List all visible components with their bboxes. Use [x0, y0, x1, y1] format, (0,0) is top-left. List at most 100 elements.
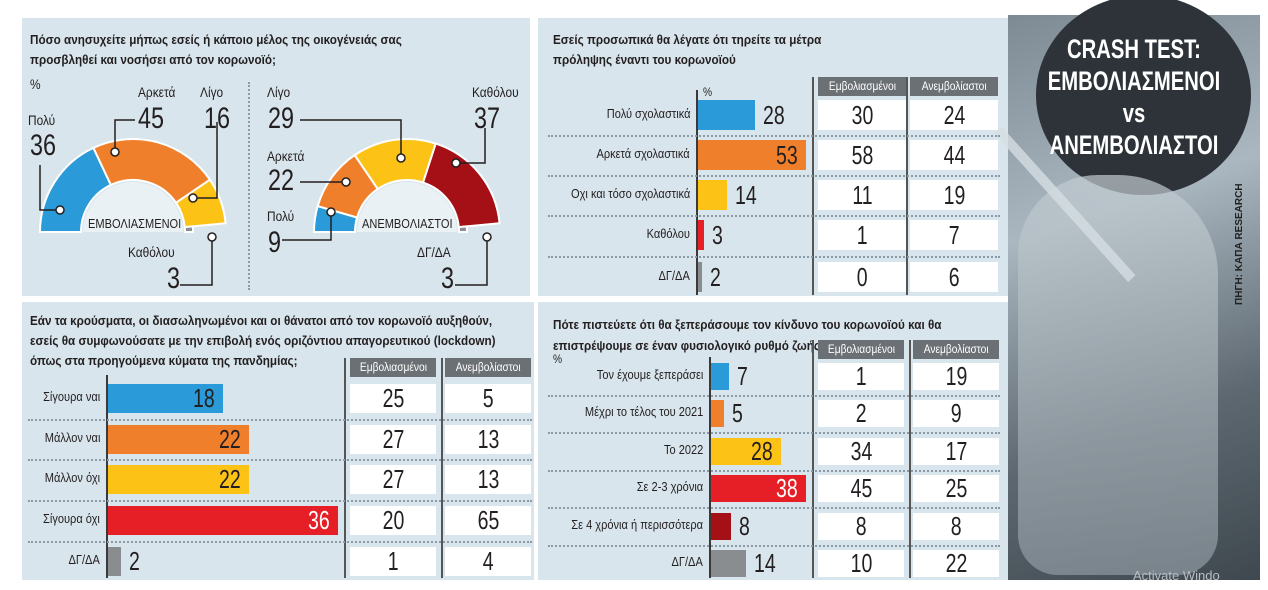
column-header-label: Ανεμβολίαστοι	[455, 360, 521, 374]
cover-photo: CRASH TEST: ΕΜΒΟΛΙΑΣΜΕΝΟΙ vs ΑΝΕΜΒΟΛΙΑΣΤ…	[994, 0, 1260, 580]
leader-line	[114, 119, 135, 152]
row-divider	[548, 432, 1000, 434]
chart-title: Πόσο ανησυχείτε μήπως εσείς ή κάποιο μέλ…	[30, 32, 402, 67]
cell-value: 13	[477, 463, 499, 494]
row-label: Τον έχουμε ξεπεράσει	[596, 367, 703, 382]
column-header: Ανεμβολίαστοι	[445, 358, 531, 377]
unvaccinated-cell: 4	[445, 546, 531, 576]
gauge1-label: Αρκετά	[138, 84, 176, 100]
column-divider	[344, 358, 346, 578]
unvaccinated-cell: 6	[910, 262, 998, 292]
bar-value: 14	[734, 180, 757, 210]
column-divider	[441, 358, 443, 578]
cell-value: 24	[943, 100, 965, 130]
unvaccinated-cell: 19	[913, 360, 999, 391]
bar-value: 22	[218, 464, 241, 494]
cell-value: 7	[948, 220, 960, 250]
bar-value: 28	[763, 100, 785, 130]
bar-value: 2	[128, 546, 140, 576]
gauge2-value: 29	[268, 102, 295, 135]
cover-line: CRASH TEST:	[1067, 34, 1201, 64]
bar	[108, 546, 121, 576]
column-header: Εμβολιασμένοι	[818, 340, 904, 359]
row-divider	[548, 215, 1000, 217]
cell-value: 13	[477, 423, 499, 454]
row-divider	[548, 394, 1000, 397]
vaccinated-cell: 0	[818, 262, 906, 292]
row-divider	[548, 256, 1000, 258]
vaccinated-cell: 27	[350, 424, 436, 454]
gauge2-label: Καθόλου	[472, 84, 519, 100]
gauge2-label: ΔΓ/ΔΑ	[417, 244, 451, 260]
row-divider	[548, 469, 1000, 472]
leader-dot	[396, 153, 406, 163]
row-label: Σε 4 χρόνια ή περισσότερα	[571, 517, 703, 532]
row-label: Το 2022	[663, 442, 703, 457]
column-header-label: Εμβολιασμένοι	[827, 342, 895, 356]
gauge2-value: 22	[268, 164, 295, 197]
cell-value: 27	[382, 463, 404, 494]
bar-value: 28	[751, 436, 773, 466]
cover-line: vs	[1122, 98, 1146, 128]
leader-line	[455, 237, 488, 286]
gauge-center	[83, 182, 183, 232]
row-label: Οχι και τόσο σχολαστικά	[570, 186, 690, 201]
row-divider	[28, 459, 532, 461]
gauge1-value: 45	[138, 102, 165, 135]
cover-circle	[1036, 0, 1251, 195]
bar	[698, 180, 727, 210]
cell-value: 0	[856, 262, 868, 292]
bar	[711, 512, 731, 540]
vaccinated-cell: 1	[350, 546, 436, 576]
column-divider	[812, 340, 814, 578]
leader-line	[180, 237, 213, 286]
column-divider	[906, 77, 908, 295]
cell-value: 20	[382, 504, 404, 535]
row-divider	[28, 540, 532, 543]
bar-axis	[696, 90, 698, 295]
gauge2-label: Λίγο	[267, 84, 291, 100]
gauge-center	[357, 182, 457, 232]
column-header: Ανεμβολίαστοι	[913, 340, 999, 359]
unit-label: %	[553, 352, 563, 366]
vaccinated-cell: 25	[350, 382, 436, 413]
bar	[711, 549, 746, 577]
cell-value: 19	[943, 180, 965, 210]
hand-shape	[1018, 175, 1218, 575]
bar	[711, 437, 781, 465]
unvaccinated-cell: 65	[445, 504, 531, 535]
bar-value: 7	[736, 361, 748, 391]
unvaccinated-cell: 7	[910, 220, 998, 250]
gauge1-value: 36	[30, 129, 57, 162]
cell-value: 19	[945, 360, 967, 391]
leader-line	[456, 128, 486, 164]
gauge2-name: ΑΝΕΜΒΟΛΙΑΣΤΟΙ	[362, 216, 453, 231]
unit-label: %	[703, 85, 713, 99]
vaccinated-cell: 8	[818, 512, 904, 540]
gauge-slice	[457, 225, 469, 233]
column-header: Εμβολιασμένοι	[818, 77, 906, 96]
cell-value: 2	[855, 397, 867, 428]
unvaccinated-cell: 44	[910, 140, 998, 170]
bar-axis	[709, 357, 711, 578]
cell-value: 17	[945, 435, 967, 466]
gauge1-label: Πολύ	[28, 112, 56, 128]
cell-value: 1	[856, 220, 868, 250]
bar-value: 53	[776, 140, 798, 170]
chart-title: Εσείς προσωπικά θα λέγατε ότι τηρείτε τα…	[553, 32, 822, 67]
cover-line: ΑΝΕΜΒΟΛΙΑΣΤΟΙ	[1049, 130, 1219, 160]
vaccinated-cell: 20	[350, 504, 436, 535]
row-label: Μάλλον όχι	[44, 470, 100, 485]
chart-title: Πότε πιστεύετε ότι θα ξεπεράσουμε τον κί…	[553, 317, 942, 353]
cell-value: 58	[851, 140, 873, 170]
bar-value: 36	[308, 505, 331, 535]
bar	[711, 474, 806, 502]
bar	[108, 383, 224, 413]
bar	[711, 362, 729, 390]
cell-value: 25	[382, 382, 404, 413]
vaccinated-cell: 30	[818, 100, 906, 130]
cell-value: 65	[477, 504, 499, 535]
gauge-slice	[421, 142, 501, 229]
cell-value: 6	[948, 262, 960, 292]
gauge1-label: Λίγο	[200, 84, 224, 100]
